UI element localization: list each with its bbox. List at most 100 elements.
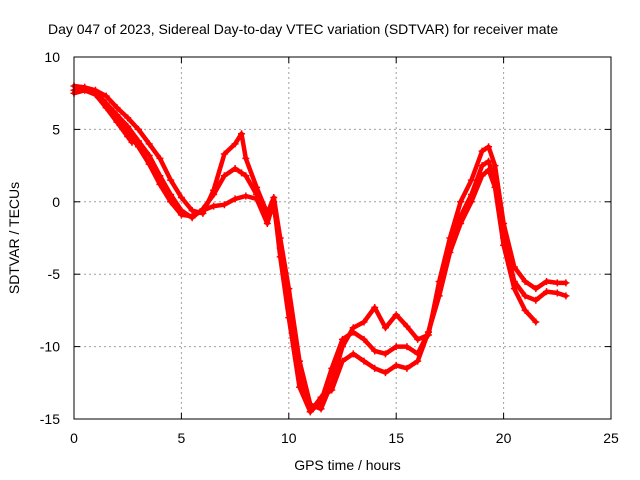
data-point	[403, 322, 411, 330]
series-line	[71, 83, 569, 412]
series-2	[70, 83, 570, 416]
x-tick-label: 0	[70, 430, 78, 446]
data-point	[113, 118, 121, 126]
data-point	[210, 191, 218, 199]
data-point	[478, 162, 486, 170]
data-point	[124, 114, 132, 122]
data-point	[543, 288, 551, 296]
data-point	[553, 289, 561, 297]
series-line	[71, 85, 569, 415]
data-point	[532, 318, 540, 326]
data-point	[156, 154, 164, 162]
data-point	[285, 314, 293, 322]
data-point	[167, 198, 175, 206]
data-point	[231, 195, 239, 203]
data-point	[177, 193, 185, 201]
data-point	[339, 335, 346, 343]
y-tick-label: 10	[44, 49, 60, 65]
data-point	[296, 383, 304, 391]
chart-title: Day 047 of 2023, Sidereal Day-to-day VTE…	[48, 21, 558, 37]
data-point	[156, 180, 164, 188]
y-tick-label: -15	[40, 411, 60, 427]
data-point	[485, 143, 493, 151]
data-point	[199, 206, 207, 214]
data-point	[381, 324, 389, 332]
data-point	[392, 311, 400, 319]
y-tick-label: 0	[52, 194, 60, 210]
data-point	[360, 318, 368, 326]
data-point	[500, 241, 508, 249]
x-tick-label: 10	[281, 430, 297, 446]
data-point	[532, 296, 540, 304]
data-point	[145, 151, 153, 159]
data-point	[521, 277, 529, 285]
data-point	[371, 364, 379, 372]
data-point	[220, 201, 228, 209]
data-point	[457, 198, 465, 206]
data-point	[414, 335, 422, 343]
x-axis-label: GPS time / hours	[294, 457, 401, 473]
data-point	[102, 92, 110, 100]
x-tick-label: 5	[178, 430, 186, 446]
data-point	[457, 220, 465, 228]
data-point	[242, 192, 250, 200]
data-point	[134, 143, 142, 151]
data-point	[392, 343, 400, 351]
data-point	[242, 172, 250, 180]
data-point	[403, 343, 411, 351]
data-point	[102, 104, 110, 112]
data-point	[543, 277, 551, 285]
y-tick-label: -5	[48, 266, 61, 282]
data-point	[360, 335, 368, 343]
x-tick-label: 20	[496, 430, 512, 446]
data-point	[381, 350, 389, 358]
data-point	[317, 405, 325, 413]
axis-ticks: 0 5 10 15 20 25 -15 -10 -5 0 5 10	[40, 49, 619, 446]
data-point	[188, 212, 196, 220]
data-point	[270, 198, 278, 206]
data-point	[349, 350, 357, 358]
data-point	[562, 292, 570, 300]
plot-frame	[73, 56, 612, 420]
data-point	[467, 198, 475, 206]
data-point	[328, 386, 336, 394]
data-point	[276, 253, 284, 261]
series-line	[71, 88, 539, 415]
data-point	[238, 169, 246, 177]
y-axis-label: SDTVAR / TECUs	[6, 182, 22, 294]
data-point	[317, 393, 325, 401]
data-point	[306, 408, 314, 416]
data-point	[231, 164, 239, 172]
data-point	[145, 140, 153, 148]
data-point	[231, 140, 239, 148]
data-point	[371, 304, 379, 312]
x-tick-label: 25	[603, 430, 619, 446]
data-point	[446, 248, 454, 256]
data-point	[242, 154, 250, 162]
series-3	[70, 86, 540, 416]
data-point	[521, 306, 529, 314]
data-point	[349, 328, 357, 336]
data-point	[562, 279, 570, 287]
data-point	[414, 357, 422, 365]
data-point	[134, 125, 142, 133]
data-point	[177, 211, 185, 219]
data-point	[485, 166, 493, 174]
data-point	[392, 361, 400, 369]
y-tick-label: -10	[40, 339, 60, 355]
x-tick-label: 15	[388, 430, 404, 446]
data-point	[220, 150, 228, 158]
data-point	[124, 133, 132, 141]
data-point	[485, 157, 493, 165]
data-point	[328, 364, 336, 372]
plot-area	[70, 82, 570, 416]
data-point	[491, 183, 499, 191]
data-point	[91, 88, 99, 96]
data-point	[381, 369, 389, 377]
y-tick-label: 5	[52, 121, 60, 137]
data-point	[210, 202, 218, 210]
data-point	[145, 160, 153, 168]
data-point	[360, 357, 368, 365]
data-point	[81, 83, 89, 91]
